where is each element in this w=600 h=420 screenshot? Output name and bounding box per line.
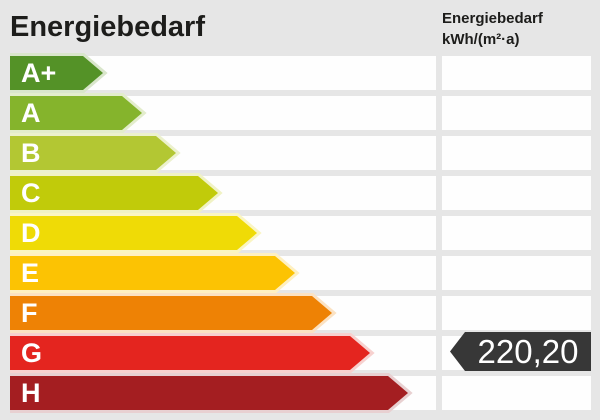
- scale-row-aplus: A+: [0, 53, 600, 93]
- energy-class-label: C: [21, 178, 41, 208]
- energy-class-arrow-icon: [10, 373, 413, 413]
- energy-class-label: B: [21, 138, 41, 168]
- energy-class-label: E: [21, 258, 40, 288]
- energy-class-label: A+: [21, 58, 57, 88]
- energy-class-label: D: [21, 218, 41, 248]
- unit-header-unit: kWh/(m²·a): [442, 31, 520, 48]
- row-track-right: [442, 56, 591, 90]
- value-text: 220,20: [477, 333, 579, 370]
- scale-row-c: C: [0, 173, 600, 213]
- energy-class-arrow-icon: [10, 253, 300, 293]
- scale-row-d: D: [0, 213, 600, 253]
- energy-class-arrow-icon: [10, 133, 181, 173]
- energy-class-label: F: [21, 298, 38, 328]
- row-track-right: [442, 296, 591, 330]
- scale-row-f: F: [0, 293, 600, 333]
- energy-class-arrow-icon: [10, 53, 108, 93]
- value-tag: 220,20: [450, 332, 596, 371]
- row-track-right: [442, 216, 591, 250]
- value-tag-pointer-icon: [450, 332, 591, 371]
- scale-row-a: A: [0, 93, 600, 133]
- energy-class-arrow-icon: [10, 93, 147, 133]
- row-track-right: [442, 136, 591, 170]
- scale-row-h: H: [0, 373, 600, 413]
- energy-class-arrow-icon: [10, 333, 375, 373]
- unit-header: Energiebedarf kWh/(m²·a): [442, 8, 543, 50]
- energy-class-arrow-icon: [10, 213, 262, 253]
- scale-row-b: B: [0, 133, 600, 173]
- scale-row-e: E: [0, 253, 600, 293]
- energy-class-arrow-icon: [10, 173, 223, 213]
- energy-class-label: G: [21, 338, 43, 368]
- row-track-right: [442, 96, 591, 130]
- row-track-right: [442, 176, 591, 210]
- energy-class-arrow-icon: [10, 293, 337, 333]
- energy-class-label: H: [21, 378, 41, 408]
- unit-header-title: Energiebedarf: [442, 10, 543, 27]
- energy-class-label: A: [21, 98, 41, 128]
- row-track-right: [442, 256, 591, 290]
- page-title: Energiebedarf: [10, 11, 205, 43]
- row-track-right: [442, 376, 591, 410]
